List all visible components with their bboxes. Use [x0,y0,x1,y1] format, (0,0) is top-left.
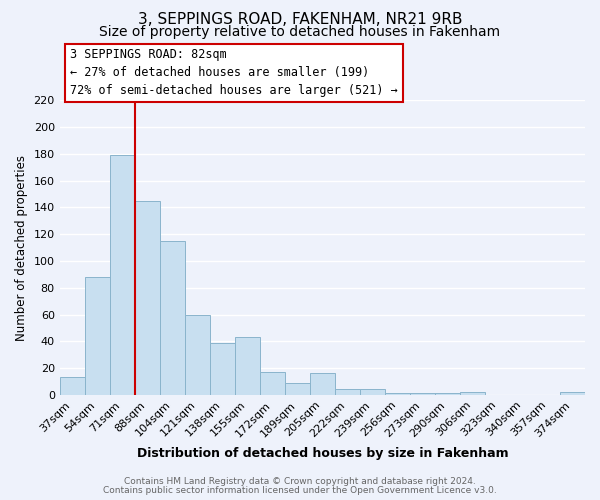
Text: Contains HM Land Registry data © Crown copyright and database right 2024.: Contains HM Land Registry data © Crown c… [124,477,476,486]
Bar [385,394,410,395]
Bar [110,155,135,395]
Y-axis label: Number of detached properties: Number of detached properties [15,154,28,340]
Bar [59,378,85,395]
Bar [235,338,260,395]
X-axis label: Distribution of detached houses by size in Fakenham: Distribution of detached houses by size … [137,447,508,460]
Bar [460,392,485,395]
Bar [435,394,460,395]
Bar [410,394,435,395]
Bar [335,390,360,395]
Bar [285,383,310,395]
Bar [185,314,210,395]
Text: 3 SEPPINGS ROAD: 82sqm
← 27% of detached houses are smaller (199)
72% of semi-de: 3 SEPPINGS ROAD: 82sqm ← 27% of detached… [70,48,398,98]
Bar [210,342,235,395]
Text: 3, SEPPINGS ROAD, FAKENHAM, NR21 9RB: 3, SEPPINGS ROAD, FAKENHAM, NR21 9RB [138,12,462,28]
Text: Size of property relative to detached houses in Fakenham: Size of property relative to detached ho… [100,25,500,39]
Bar [360,390,385,395]
Bar [310,374,335,395]
Bar [160,241,185,395]
Bar [85,277,110,395]
Bar [135,200,160,395]
Bar [260,372,285,395]
Bar [560,392,585,395]
Text: Contains public sector information licensed under the Open Government Licence v3: Contains public sector information licen… [103,486,497,495]
